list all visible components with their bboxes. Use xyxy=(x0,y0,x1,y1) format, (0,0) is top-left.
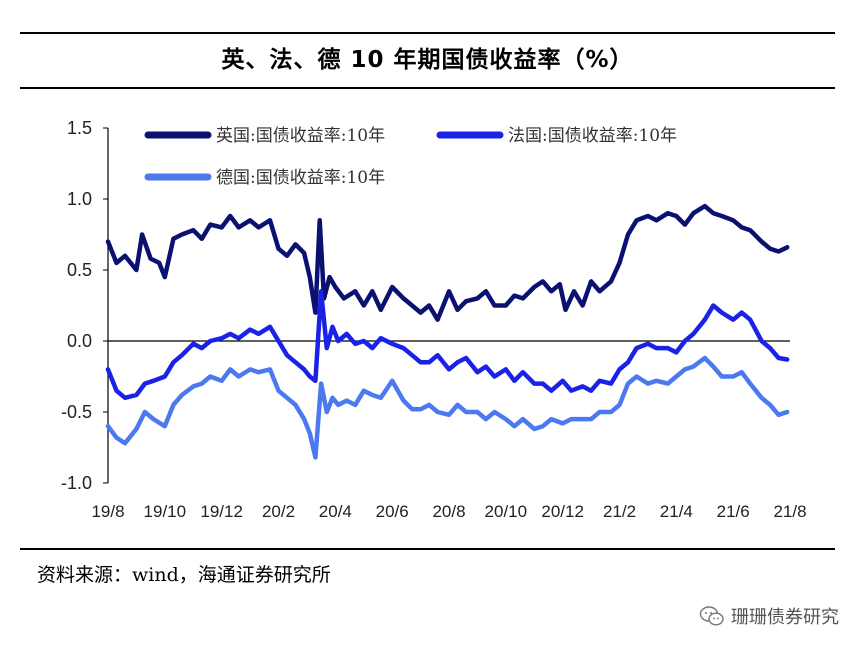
x-tick-label: 20/2 xyxy=(262,502,295,521)
legend-label-2: 法国:国债收益率:10年 xyxy=(508,126,677,146)
y-tick-label: 1.0 xyxy=(67,189,92,209)
y-tick-label: -1.0 xyxy=(61,473,92,493)
x-tick-label: 20/6 xyxy=(376,502,409,521)
x-tick-label: 20/8 xyxy=(432,502,465,521)
legend-label-1: 英国:国债收益率:10年 xyxy=(216,126,385,146)
x-tick-label: 21/4 xyxy=(660,502,693,521)
x-tick-label: 21/6 xyxy=(717,502,750,521)
series-line-3 xyxy=(105,355,790,460)
x-axis: 19/8 19/10 19/12 20/2 20/4 20/6 20/8 20/10 20/12… xyxy=(91,340,807,521)
x-tick-label: 21/8 xyxy=(773,502,806,521)
x-tick-label: 19/10 xyxy=(144,502,187,521)
x-tick-label: 20/12 xyxy=(541,502,584,521)
x-tick-label: 20/4 xyxy=(319,502,352,521)
x-tick-label: 21/2 xyxy=(603,502,636,521)
y-axis: 1.5 1.0 0.5 0.0 -0.5 -1.0 xyxy=(61,118,109,493)
series-line-1 xyxy=(105,203,790,322)
x-tick-label: 19/12 xyxy=(200,502,243,521)
source-top-rule xyxy=(20,548,835,550)
series-line-2 xyxy=(105,289,790,401)
watermark: 珊珊债券研究 xyxy=(699,603,839,629)
x-tick-label: 20/10 xyxy=(485,502,528,521)
source-note: 资料来源：wind，海通证券研究所 xyxy=(37,564,331,586)
y-tick-label: 1.5 xyxy=(67,118,92,138)
y-tick-label: -0.5 xyxy=(61,402,92,422)
wechat-icon xyxy=(699,606,724,626)
y-tick-label: 0.0 xyxy=(67,331,92,351)
title-bottom-rule xyxy=(20,87,835,89)
legend-label-3: 德国:国债收益率:10年 xyxy=(216,168,385,188)
chart-title: 英、法、德 10 年期国债收益率（%） xyxy=(221,47,634,73)
watermark-text: 珊珊债券研究 xyxy=(731,607,839,628)
x-tick-label: 19/8 xyxy=(91,502,124,521)
y-tick-label: 0.5 xyxy=(67,260,92,280)
series-lines xyxy=(105,203,790,460)
title-top-rule xyxy=(20,32,835,34)
